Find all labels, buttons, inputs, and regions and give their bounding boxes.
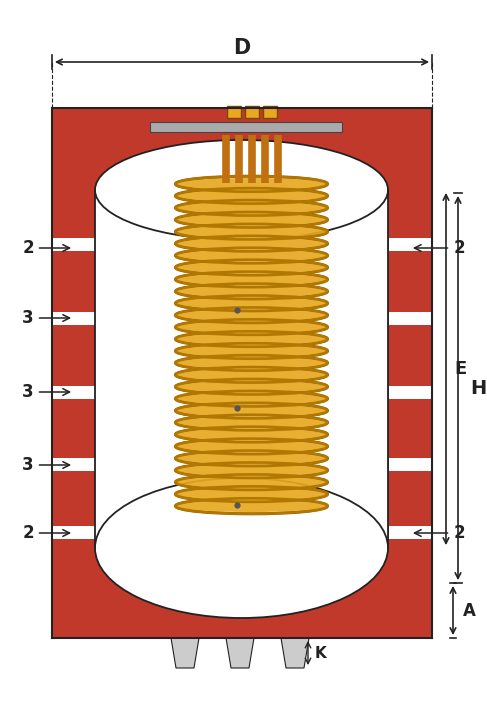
- Bar: [389, 458, 432, 471]
- Bar: [262, 106, 277, 118]
- Ellipse shape: [176, 429, 326, 440]
- Text: 2: 2: [22, 239, 70, 257]
- Bar: [389, 526, 432, 539]
- Ellipse shape: [176, 285, 326, 297]
- Ellipse shape: [176, 226, 326, 238]
- Ellipse shape: [176, 273, 326, 285]
- Text: 3: 3: [22, 383, 70, 401]
- Bar: [52, 526, 95, 539]
- Ellipse shape: [176, 357, 326, 369]
- Ellipse shape: [176, 464, 326, 476]
- Ellipse shape: [176, 405, 326, 417]
- Ellipse shape: [176, 238, 326, 250]
- Bar: [389, 312, 432, 325]
- Text: 3: 3: [22, 456, 70, 474]
- Text: H: H: [470, 378, 486, 397]
- Ellipse shape: [176, 345, 326, 357]
- Ellipse shape: [176, 488, 326, 500]
- Ellipse shape: [176, 250, 326, 262]
- Ellipse shape: [176, 214, 326, 226]
- Text: E: E: [454, 360, 466, 378]
- Text: 2: 2: [414, 239, 465, 257]
- Ellipse shape: [95, 140, 388, 240]
- Bar: [52, 108, 432, 638]
- Ellipse shape: [176, 381, 326, 393]
- Bar: [389, 386, 432, 399]
- Polygon shape: [281, 638, 309, 668]
- Polygon shape: [171, 638, 199, 668]
- Ellipse shape: [176, 440, 326, 452]
- Ellipse shape: [176, 476, 326, 488]
- Bar: [52, 312, 95, 325]
- Text: 3: 3: [22, 309, 70, 327]
- Ellipse shape: [176, 452, 326, 464]
- Text: D: D: [233, 38, 250, 58]
- Ellipse shape: [176, 297, 326, 309]
- Text: 2: 2: [414, 524, 465, 542]
- Bar: [95, 190, 388, 548]
- Ellipse shape: [95, 478, 388, 618]
- Ellipse shape: [176, 369, 326, 381]
- Ellipse shape: [176, 333, 326, 345]
- Text: K: K: [315, 645, 327, 661]
- Ellipse shape: [176, 262, 326, 273]
- Bar: [244, 106, 259, 118]
- Bar: [389, 238, 432, 251]
- Bar: [226, 106, 241, 118]
- Bar: [52, 386, 95, 399]
- Ellipse shape: [176, 178, 326, 190]
- Ellipse shape: [176, 309, 326, 321]
- Text: A: A: [463, 602, 476, 619]
- Ellipse shape: [176, 202, 326, 214]
- Bar: [52, 458, 95, 471]
- Bar: [150, 122, 342, 132]
- Ellipse shape: [176, 321, 326, 333]
- Ellipse shape: [176, 190, 326, 202]
- Bar: [52, 238, 95, 251]
- Ellipse shape: [176, 500, 326, 512]
- Ellipse shape: [176, 393, 326, 405]
- Polygon shape: [226, 638, 254, 668]
- Text: 2: 2: [22, 524, 70, 542]
- Ellipse shape: [176, 417, 326, 429]
